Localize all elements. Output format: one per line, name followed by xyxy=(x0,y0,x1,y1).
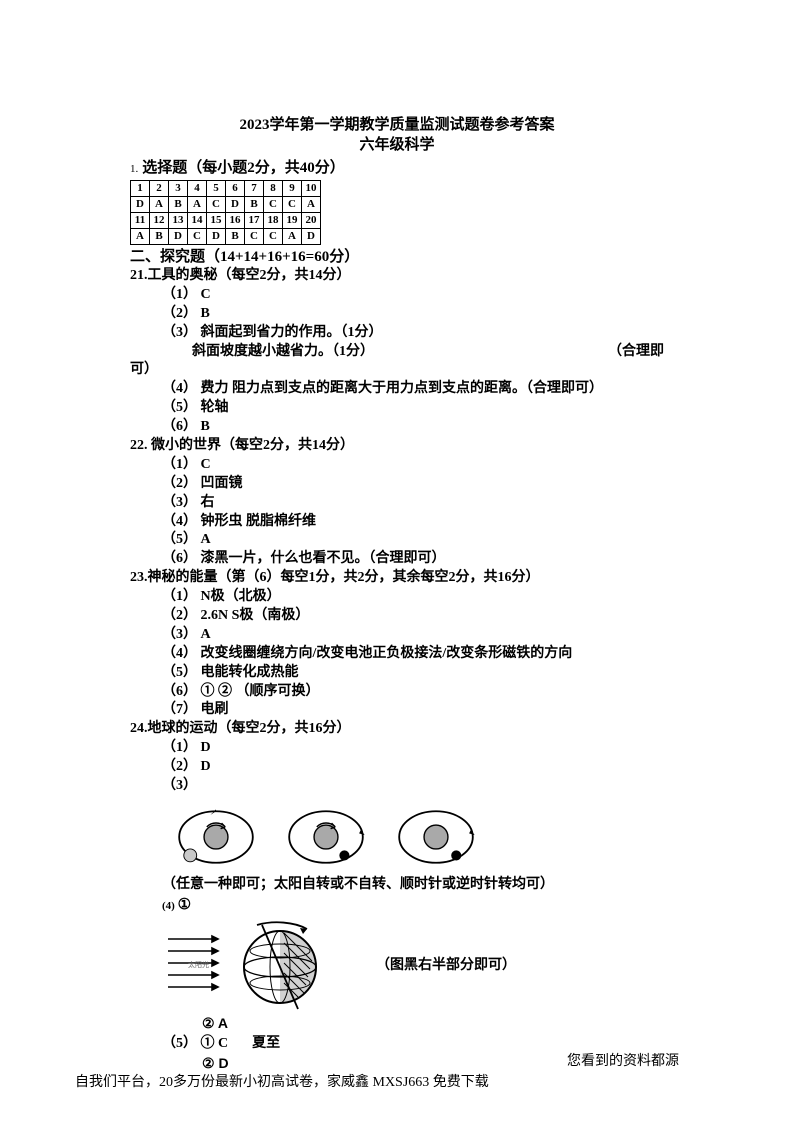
q24-4-head: (4) (4) ①① xyxy=(162,895,664,915)
answer-line: 可） xyxy=(130,361,664,380)
q24-head: 24.地球的运动（每空2分，共16分） xyxy=(130,720,664,739)
answer-line: （4） 费力 阻力点到支点的距离大于用力点到支点的距离。（合理即可） xyxy=(162,380,664,399)
diagram-3 xyxy=(390,802,482,872)
answer-line: （3） 右 xyxy=(162,494,664,513)
answer-line: （6） 漆黑一片，什么也看不见。（合理即可） xyxy=(162,550,664,569)
diagram-1 xyxy=(170,802,262,872)
answer-line: （5） 电能转化成热能 xyxy=(162,664,664,683)
table-row: 12345678910 xyxy=(131,180,321,196)
doc-title: 2023学年第一学期教学质量监测试题卷参考答案 xyxy=(130,115,664,135)
footer-line-2: 自我们平台，20多万份最新小初高试卷，家威鑫 MXSJ663 免费下载 xyxy=(75,1072,719,1093)
answer-line: （2） D xyxy=(162,758,664,777)
table-row: DABACDBCCA xyxy=(131,196,321,212)
answer-line: （2） 凹面镜 xyxy=(162,475,664,494)
answer-line: （7） 电刷 xyxy=(162,701,664,720)
footer: 您看到的资料都源 自我们平台，20多万份最新小初高试卷，家威鑫 MXSJ663 … xyxy=(75,1051,719,1093)
answer-line: （2） B xyxy=(162,305,664,324)
table-row: ABDCDBCCAD xyxy=(131,228,321,244)
answer-line: （4） 改变线圈缠绕方向/改变电池正负极接法/改变条形磁铁的方向 xyxy=(162,645,664,664)
answer-line: （6） B xyxy=(162,418,664,437)
answer-line: （3） 斜面起到省力的作用。（1分） xyxy=(162,324,664,343)
page: 2023学年第一学期教学质量监测试题卷参考答案 六年级科学 1.选择题（每小题2… xyxy=(0,0,794,1105)
q23-head: 23.神秘的能量（第（6）每空1分，共2分，其余每空2分，共16分） xyxy=(130,569,664,588)
globe-diagram: 太阳光 xyxy=(162,919,664,1014)
q22-head: 22. 微小的世界（每空2分，共14分） xyxy=(130,437,664,456)
answer-table: 12345678910 DABACDBCCA 11121314151617181… xyxy=(130,180,321,245)
q24-note: （任意一种即可；太阳自转或不自转、顺时针或逆时针转均可） xyxy=(162,876,664,895)
answer-line: （4） 钟形虫 脱脂棉纤维 xyxy=(162,513,664,532)
answer-line: （3） xyxy=(162,777,664,796)
section1-heading: 1.选择题（每小题2分，共40分） xyxy=(130,158,664,178)
answer-line: （5） A xyxy=(162,531,664,550)
answer-line: （2） 2.6N S极（南极） xyxy=(162,607,664,626)
answer-line: （3） A xyxy=(162,626,664,645)
answer-line: （5） 轮轴 xyxy=(162,399,664,418)
footer-line-1: 您看到的资料都源 xyxy=(75,1051,719,1072)
section2-heading: 二、探究题（14+14+16+16=60分） xyxy=(130,247,664,267)
q21-head: 21.工具的奥秘（每空2分，共14分） xyxy=(130,267,664,286)
answer-line: （6） ① ② （顺序可换） xyxy=(162,683,664,702)
answer-line: ② A xyxy=(202,1014,664,1035)
table-row: 11121314151617181920 xyxy=(131,212,321,228)
answer-line: （1） N极（北极） xyxy=(162,588,664,607)
answer-line: （1） D xyxy=(162,739,664,758)
doc-subtitle: 六年级科学 xyxy=(130,135,664,155)
answer-line: （1） C xyxy=(162,286,664,305)
svg-text:太阳光: 太阳光 xyxy=(188,960,209,969)
answer-line: 斜面坡度越小越省力。（1分） （合理即 xyxy=(130,343,664,362)
globe-note: （图黑右半部分即可） xyxy=(376,957,516,976)
diagram-2 xyxy=(280,802,372,872)
sun-earth-diagrams xyxy=(170,802,664,872)
answer-line: （1） C xyxy=(162,456,664,475)
